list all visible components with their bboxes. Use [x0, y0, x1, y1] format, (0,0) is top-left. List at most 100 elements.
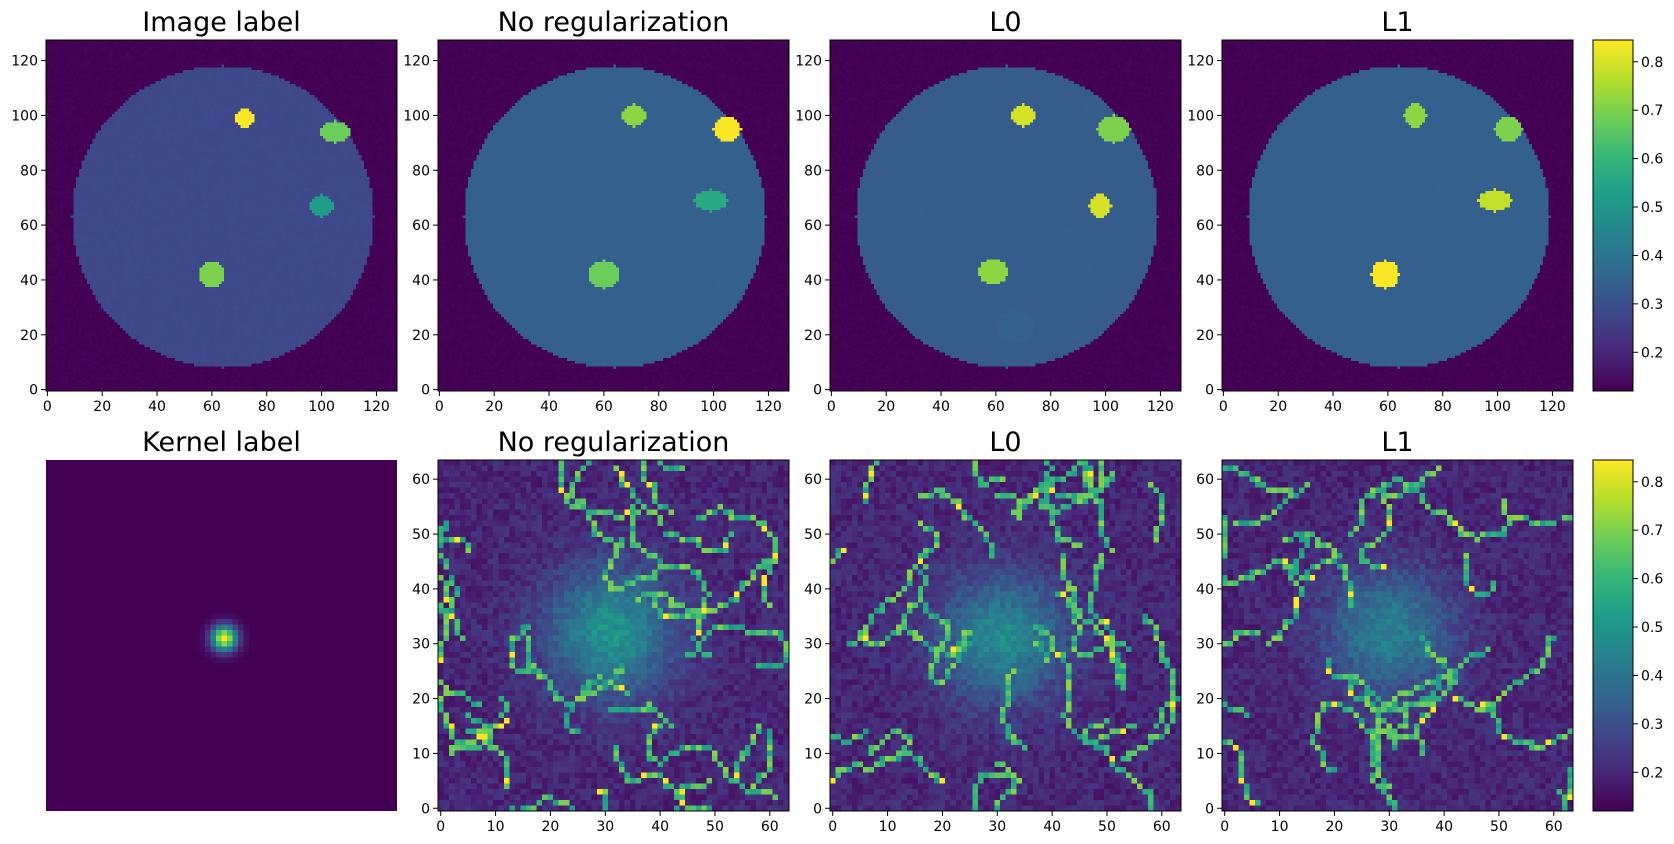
y-tick-label: 20 [1196, 328, 1214, 344]
x-tick-label: 80 [1434, 399, 1452, 415]
x-tick-label: 50 [706, 819, 724, 835]
x-tick-label: 100 [700, 399, 727, 415]
colorbar-tick-label: 0.7 [1641, 103, 1663, 119]
x-tick-label: 20 [1326, 819, 1344, 835]
axes-frame [437, 459, 790, 812]
colorbar-tick-label: 0.7 [1641, 523, 1663, 539]
panel-title: L0 [989, 427, 1021, 458]
panel-3: L0 0 20 40 60 80 100 120 0 20 40 60 80 100 120 [795, 7, 1182, 415]
x-tick-label: 0 [827, 399, 836, 415]
x-tick-label: 40 [651, 819, 669, 835]
x-tick-label: 40 [540, 399, 558, 415]
colorbar-tick-label: 0.2 [1641, 345, 1663, 361]
colorbar-1: 0.2 0.3 0.4 0.5 0.6 0.7 0.8 [1592, 39, 1663, 392]
y-tick-label: 50 [1196, 527, 1214, 543]
y-tick-label: 20 [412, 692, 430, 708]
y-tick-label: 20 [412, 328, 430, 344]
x-tick-label: 0 [435, 399, 444, 415]
x-tick-label: 80 [258, 399, 276, 415]
heatmap-image [46, 40, 397, 391]
y-tick-label: 60 [412, 472, 430, 488]
x-tick-label: 20 [1269, 399, 1287, 415]
x-tick-label: 20 [485, 399, 503, 415]
y-tick-label: 40 [804, 273, 822, 289]
y-tick-label: 100 [1187, 108, 1214, 124]
y-tick-label: 60 [412, 218, 430, 234]
x-tick-label: 30 [988, 819, 1006, 835]
colorbar-gradient [1593, 460, 1633, 811]
heatmap-image [1222, 460, 1573, 811]
colorbar-frame [1592, 39, 1634, 392]
x-tick-label: 40 [932, 399, 950, 415]
panel-4: L1 0 20 40 60 80 100 120 0 20 40 60 80 100 120 [1187, 7, 1574, 415]
x-tick-label: 100 [1484, 399, 1511, 415]
panel-title: Image label [142, 7, 300, 38]
y-tick-label: 0 [1205, 801, 1214, 817]
colorbar-2: 0.2 0.3 0.4 0.5 0.6 0.7 0.8 [1592, 459, 1663, 812]
y-tick-label: 60 [804, 472, 822, 488]
y-tick-label: 40 [1196, 582, 1214, 598]
y-tick-label: 40 [412, 273, 430, 289]
y-tick-label: 120 [1187, 54, 1214, 70]
panel-7: L0 0 10 20 30 40 50 60 0 10 20 30 40 50 60 [804, 427, 1182, 835]
y-tick-label: 0 [421, 801, 430, 817]
colorbar-frame [1592, 459, 1634, 812]
x-tick-label: 10 [487, 819, 505, 835]
colorbar-tick-label: 0.8 [1641, 475, 1663, 491]
y-tick-label: 0 [813, 801, 822, 817]
panel-title: L1 [1381, 427, 1413, 458]
x-tick-label: 40 [1435, 819, 1453, 835]
y-tick-label: 40 [20, 273, 38, 289]
y-tick-label: 80 [20, 163, 38, 179]
y-tick-label: 120 [795, 54, 822, 70]
y-tick-label: 10 [412, 746, 430, 762]
y-tick-label: 120 [11, 54, 38, 70]
x-tick-label: 120 [363, 399, 390, 415]
x-tick-label: 20 [542, 819, 560, 835]
x-tick-label: 40 [1324, 399, 1342, 415]
x-tick-label: 20 [934, 819, 952, 835]
y-tick-label: 20 [804, 692, 822, 708]
y-tick-label: 60 [1196, 472, 1214, 488]
panel-title: No regularization [498, 427, 730, 458]
y-tick-label: 40 [412, 582, 430, 598]
colorbar-tick-label: 0.2 [1641, 765, 1663, 781]
panel-title: Kernel label [142, 427, 301, 458]
x-tick-label: 0 [1220, 819, 1229, 835]
y-tick-label: 20 [804, 328, 822, 344]
x-tick-label: 0 [43, 399, 52, 415]
x-tick-label: 80 [650, 399, 668, 415]
y-tick-label: 0 [29, 383, 38, 399]
x-tick-label: 0 [828, 819, 837, 835]
x-tick-label: 30 [1380, 819, 1398, 835]
x-tick-label: 0 [1219, 399, 1228, 415]
heatmap-image [46, 460, 397, 811]
x-tick-label: 60 [761, 819, 779, 835]
x-tick-label: 120 [1147, 399, 1174, 415]
x-tick-label: 60 [1153, 819, 1171, 835]
panel-8: L1 0 10 20 30 40 50 60 0 10 20 30 40 50 60 [1196, 427, 1574, 835]
x-tick-label: 60 [203, 399, 221, 415]
panel-6: No regularization 0 10 20 30 40 50 60 0 10 20 30 40 5… [412, 427, 790, 835]
axes-frame [45, 39, 398, 392]
panel-5: Kernel label [46, 427, 397, 811]
axes-frame [1221, 39, 1574, 392]
x-tick-label: 10 [1271, 819, 1289, 835]
y-tick-label: 60 [1196, 218, 1214, 234]
x-tick-label: 120 [1539, 399, 1566, 415]
axes-frame [829, 39, 1182, 392]
x-tick-label: 60 [1545, 819, 1563, 835]
y-tick-label: 80 [804, 163, 822, 179]
y-tick-label: 100 [11, 108, 38, 124]
y-tick-label: 80 [1196, 163, 1214, 179]
y-tick-label: 80 [412, 163, 430, 179]
x-tick-label: 10 [879, 819, 897, 835]
x-tick-label: 20 [877, 399, 895, 415]
y-tick-label: 30 [1196, 637, 1214, 653]
heatmap-image [438, 460, 789, 811]
colorbar-tick-label: 0.6 [1641, 572, 1663, 588]
colorbar-tick-label: 0.5 [1641, 620, 1663, 636]
y-tick-label: 60 [20, 218, 38, 234]
x-tick-label: 30 [596, 819, 614, 835]
